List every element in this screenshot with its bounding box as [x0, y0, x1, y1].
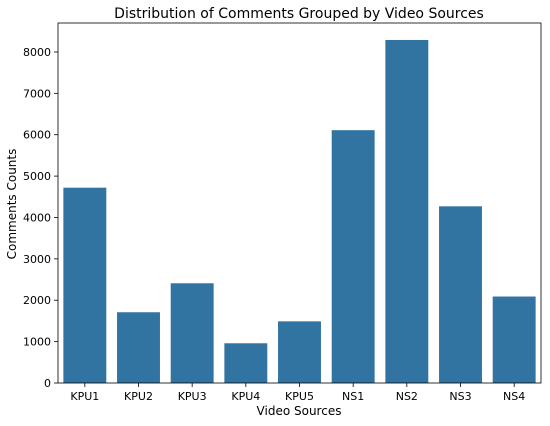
y-axis-label: Comments Counts — [5, 149, 19, 260]
x-tick-label: NS1 — [342, 390, 364, 403]
y-tick-label: 1000 — [23, 336, 51, 349]
x-tick-label: KPU5 — [285, 390, 314, 403]
y-tick-label: 3000 — [23, 253, 51, 266]
x-tick-label: KPU3 — [178, 390, 207, 403]
bar-ns3 — [439, 206, 482, 383]
chart-title: Distribution of Comments Grouped by Vide… — [114, 6, 484, 22]
y-tick-label: 4000 — [23, 211, 51, 224]
bar-kpu5 — [278, 321, 321, 383]
x-tick-label: NS4 — [503, 390, 525, 403]
x-tick-label: KPU1 — [70, 390, 99, 403]
bar-kpu2 — [117, 312, 160, 383]
x-axis-label: Video Sources — [257, 404, 342, 418]
bars-group — [63, 39, 536, 384]
x-tick-label: KPU4 — [231, 390, 260, 403]
bar-kpu1 — [63, 187, 107, 383]
plot-frame — [57, 22, 542, 384]
bar-kpu4 — [224, 343, 268, 383]
x-tick-label: NS2 — [396, 390, 418, 403]
bar-kpu3 — [170, 283, 214, 383]
y-tick-label: 0 — [44, 377, 51, 390]
x-tick-label: KPU2 — [124, 390, 153, 403]
y-tick-label: 6000 — [23, 129, 51, 142]
x-axis-ticks: KPU1 KPU2 KPU3 KPU4 KPU5 NS1 NS2 NS3 NS4 — [70, 383, 525, 403]
y-tick-label: 2000 — [23, 294, 51, 307]
x-tick-label: NS3 — [449, 390, 471, 403]
bar-ns1 — [331, 130, 375, 383]
y-tick-label: 7000 — [23, 87, 51, 100]
y-axis-ticks: 0 1000 2000 3000 4000 5000 6000 7000 8000 — [23, 46, 58, 390]
y-tick-label: 5000 — [23, 170, 51, 183]
y-tick-label: 8000 — [23, 46, 51, 59]
bar-ns2 — [385, 39, 429, 384]
bar-ns4 — [492, 296, 536, 383]
